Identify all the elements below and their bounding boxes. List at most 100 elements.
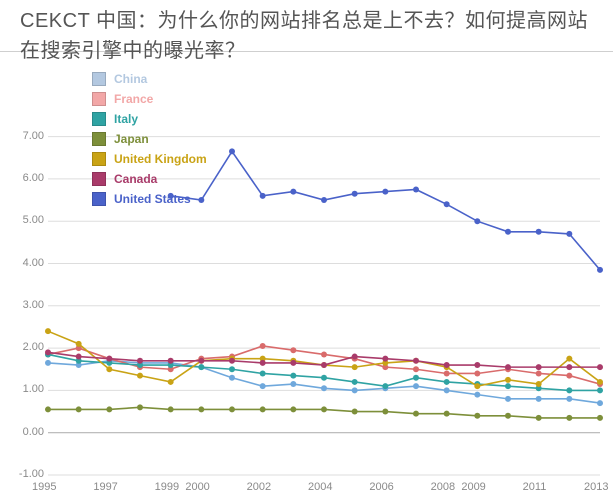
series-marker-japan <box>229 406 235 412</box>
series-marker-japan <box>566 415 572 421</box>
series-marker-france <box>260 343 266 349</box>
legend-item-uk[interactable]: United Kingdom <box>92 150 207 168</box>
y-tick-label: 0.00 <box>8 426 44 438</box>
series-marker-china <box>505 396 511 402</box>
legend: China France Italy Japan United Kingdom Canad… <box>92 70 207 210</box>
series-marker-uk <box>76 341 82 347</box>
series-marker-us <box>474 218 480 224</box>
series-marker-china <box>566 396 572 402</box>
series-marker-italy <box>352 379 358 385</box>
series-marker-canada <box>597 364 603 370</box>
series-marker-canada <box>198 358 204 364</box>
legend-item-france[interactable]: France <box>92 90 207 108</box>
series-marker-france <box>413 366 419 372</box>
series-marker-japan <box>536 415 542 421</box>
series-marker-china <box>536 396 542 402</box>
x-tick-label: 2004 <box>308 481 332 493</box>
legend-label: Canada <box>114 172 157 186</box>
legend-item-italy[interactable]: Italy <box>92 110 207 128</box>
legend-label: Japan <box>114 132 149 146</box>
series-marker-uk <box>168 379 174 385</box>
series-marker-us <box>382 189 388 195</box>
series-marker-canada <box>45 349 51 355</box>
series-marker-japan <box>260 406 266 412</box>
series-marker-canada <box>76 354 82 360</box>
x-tick-label: 1995 <box>32 481 56 493</box>
page-title: CEKCT 中国：为什么你的网站排名总是上不去？如何提高网站在搜索引擎中的曝光率… <box>20 6 603 66</box>
legend-swatch <box>92 132 106 146</box>
series-marker-us <box>229 148 235 154</box>
series-marker-uk <box>597 379 603 385</box>
series-marker-canada <box>413 358 419 364</box>
series-marker-italy <box>444 379 450 385</box>
series-marker-canada <box>536 364 542 370</box>
series-marker-uk <box>474 383 480 389</box>
y-tick-label: 4.00 <box>8 257 44 269</box>
series-marker-japan <box>474 413 480 419</box>
series-marker-us <box>290 189 296 195</box>
series-marker-japan <box>137 404 143 410</box>
series-marker-uk <box>352 364 358 370</box>
series-marker-us <box>444 201 450 207</box>
legend-label: France <box>114 92 153 106</box>
legend-item-japan[interactable]: Japan <box>92 130 207 148</box>
series-marker-canada <box>168 358 174 364</box>
series-marker-us <box>260 193 266 199</box>
series-marker-canada <box>106 356 112 362</box>
series-marker-uk <box>137 373 143 379</box>
series-marker-italy <box>321 375 327 381</box>
series-marker-japan <box>290 406 296 412</box>
legend-label: United States <box>114 192 191 206</box>
series-marker-italy <box>566 387 572 393</box>
series-marker-china <box>321 385 327 391</box>
series-marker-us <box>536 229 542 235</box>
series-marker-canada <box>137 358 143 364</box>
y-tick-label: -1.00 <box>8 468 44 480</box>
series-marker-china <box>413 383 419 389</box>
series-marker-us <box>352 191 358 197</box>
x-tick-label: 2000 <box>185 481 209 493</box>
series-marker-us <box>413 186 419 192</box>
legend-label: China <box>114 72 147 86</box>
series-marker-japan <box>45 406 51 412</box>
series-marker-uk <box>45 328 51 334</box>
series-marker-canada <box>260 360 266 366</box>
x-tick-label: 2002 <box>247 481 271 493</box>
series-marker-italy <box>290 373 296 379</box>
legend-item-canada[interactable]: Canada <box>92 170 207 188</box>
series-marker-japan <box>352 409 358 415</box>
series-marker-us <box>505 229 511 235</box>
series-marker-japan <box>106 406 112 412</box>
series-marker-uk <box>505 377 511 383</box>
legend-item-china[interactable]: China <box>92 70 207 88</box>
x-tick-label: 2013 <box>584 481 608 493</box>
series-marker-canada <box>321 362 327 368</box>
y-tick-label: 5.00 <box>8 214 44 226</box>
y-tick-label: 3.00 <box>8 299 44 311</box>
x-tick-label: 2006 <box>369 481 393 493</box>
x-tick-label: 1997 <box>93 481 117 493</box>
series-marker-canada <box>352 354 358 360</box>
series-marker-france <box>444 370 450 376</box>
legend-item-us[interactable]: United States <box>92 190 207 208</box>
series-marker-france <box>321 351 327 357</box>
series-marker-uk <box>566 356 572 362</box>
series-marker-us <box>566 231 572 237</box>
series-marker-japan <box>505 413 511 419</box>
series-marker-japan <box>597 415 603 421</box>
series-marker-italy <box>413 375 419 381</box>
series-marker-canada <box>474 362 480 368</box>
series-marker-china <box>45 360 51 366</box>
series-marker-china <box>229 375 235 381</box>
series-marker-canada <box>382 356 388 362</box>
chart-container: { "title": "CEKCT 中国：为什么你的网站排名总是上不去？如何提高… <box>0 0 613 500</box>
series-marker-uk <box>536 381 542 387</box>
legend-swatch <box>92 92 106 106</box>
series-marker-canada <box>229 358 235 364</box>
series-marker-italy <box>597 387 603 393</box>
series-marker-italy <box>382 383 388 389</box>
series-marker-us <box>321 197 327 203</box>
series-marker-china <box>597 400 603 406</box>
legend-swatch <box>92 192 106 206</box>
x-tick-label: 1999 <box>155 481 179 493</box>
